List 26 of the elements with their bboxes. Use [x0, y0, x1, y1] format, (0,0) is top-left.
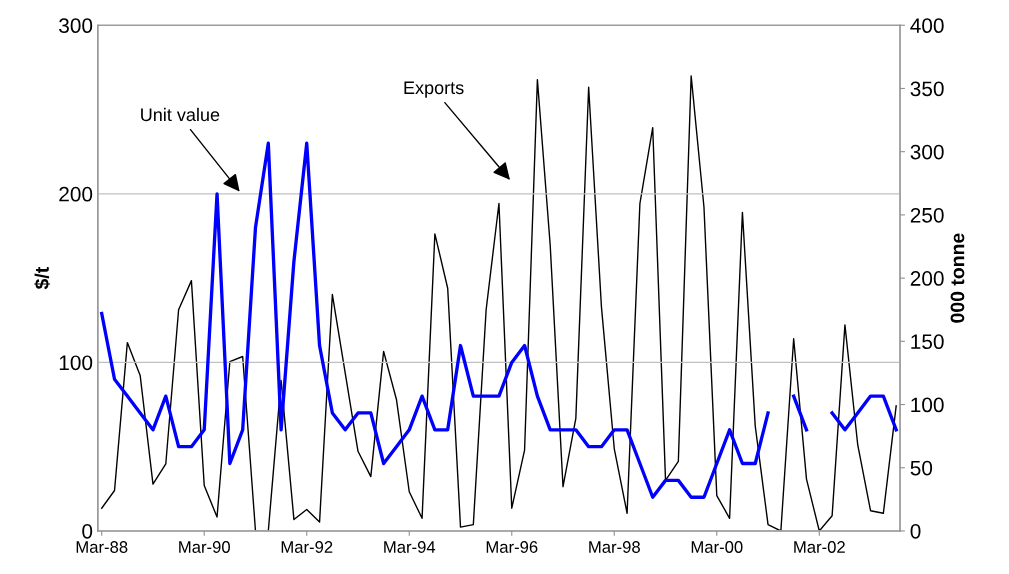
y2-tick-label: 300: [910, 144, 944, 160]
y2-tick-label: 200: [910, 271, 944, 286]
x-tick-label: Mar-94: [384, 541, 436, 553]
x-tick-label: Mar-92: [281, 541, 333, 553]
y-tick-label: 200: [59, 186, 93, 202]
x-tick-label: Mar-90: [179, 541, 230, 553]
y2-tick-label: 50: [910, 460, 933, 476]
x-tick-label: Mar-98: [589, 541, 640, 553]
annotation: Exports: [404, 81, 464, 98]
y2-axis-title: 000 tonne: [950, 233, 965, 323]
y-axis-title: $/t: [34, 266, 51, 290]
y-tick-label: 0: [82, 523, 93, 539]
annotation: Unit value: [141, 107, 220, 122]
y2-tick-label: 150: [911, 334, 944, 350]
y2-tick-label: 250: [910, 207, 944, 223]
y2-tick-label: 350: [910, 81, 944, 97]
line-series: [101, 75, 897, 531]
y2-tick-label: 400: [910, 18, 944, 34]
x-tick-label: Mar-02: [794, 541, 845, 553]
y2-tick-label: 0: [910, 523, 921, 539]
y-tick-label: 100: [59, 355, 93, 371]
y-tick-label: 300: [59, 18, 93, 34]
x-tick-label: Mar-00: [691, 541, 743, 553]
x-tick-label: Mar-96: [486, 541, 538, 553]
y2-tick-label: 100: [911, 397, 944, 413]
x-tick-label: Mar-88: [76, 541, 128, 553]
